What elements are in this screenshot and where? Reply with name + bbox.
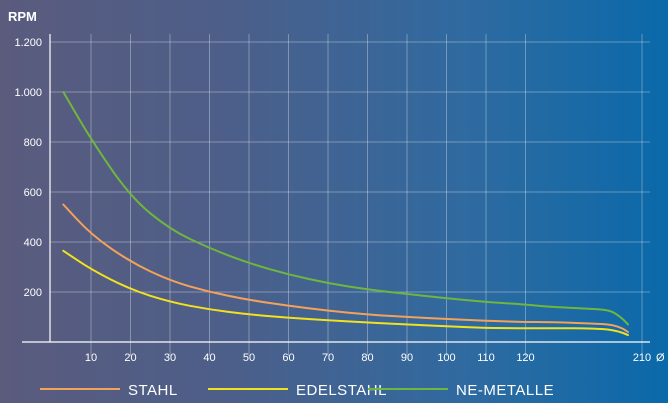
y-axis-label: RPM bbox=[8, 9, 37, 24]
y-tick-label: 200 bbox=[24, 287, 42, 299]
legend-label-stahl: STAHL bbox=[128, 382, 178, 399]
x-axis-label: Ø bbox=[656, 352, 665, 364]
series-lines bbox=[63, 92, 628, 335]
y-tick-label: 800 bbox=[24, 137, 42, 149]
x-tick-label: 20 bbox=[124, 352, 136, 364]
x-tick-label: 120 bbox=[516, 352, 534, 364]
y-tick-label: 1.200 bbox=[14, 37, 42, 49]
y-tick-label: 1.000 bbox=[14, 87, 42, 99]
axes bbox=[22, 34, 650, 342]
x-tick-label: 100 bbox=[437, 352, 455, 364]
legend-label-edelstahl: EDELSTAHL bbox=[296, 382, 387, 399]
legend-label-ne-metalle: NE-METALLE bbox=[456, 382, 554, 399]
x-tick-label: 110 bbox=[477, 352, 495, 364]
x-tick-label: 40 bbox=[203, 352, 215, 364]
x-tick-label: 70 bbox=[322, 352, 334, 364]
x-tick-label: 60 bbox=[282, 352, 294, 364]
x-tick-label: 80 bbox=[361, 352, 373, 364]
x-tick-label: 90 bbox=[401, 352, 413, 364]
y-tick-label: 400 bbox=[24, 237, 42, 249]
series-line-stahl bbox=[63, 205, 628, 333]
x-tick-label: 10 bbox=[85, 352, 97, 364]
series-line-ne-metalle bbox=[63, 92, 628, 325]
x-tick-label: 50 bbox=[243, 352, 255, 364]
legend: STAHL EDELSTAHL NE-METALLE bbox=[40, 382, 554, 399]
x-tick-label: 30 bbox=[164, 352, 176, 364]
y-tick-label: 600 bbox=[24, 187, 42, 199]
tick-labels: 200 400 600 800 1.000 1.200 10 20 30 40 50 60 70 80 90… bbox=[14, 37, 665, 364]
x-tick-label: 210 bbox=[633, 352, 651, 364]
